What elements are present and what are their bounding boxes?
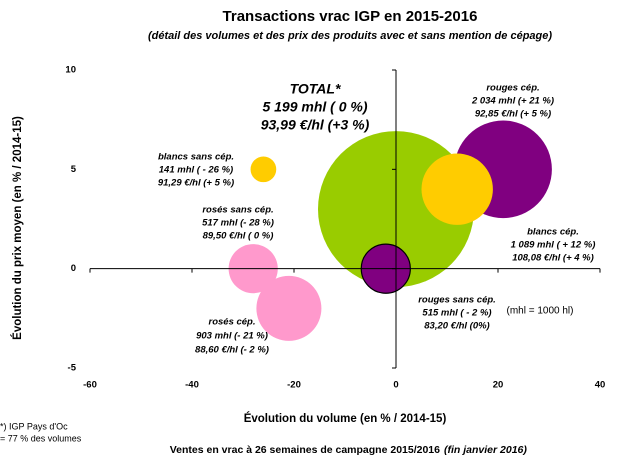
chart-title: Transactions vrac IGP en 2015-2016 <box>223 8 478 25</box>
y-tick-label: -5 <box>68 363 77 374</box>
bubble <box>256 275 322 341</box>
bubble-label: 1 089 mhl ( + 12 %) <box>511 240 596 251</box>
x-tick-label: -20 <box>287 380 301 391</box>
bubble-name: rouges sans cép. <box>418 295 496 306</box>
bubble <box>421 153 493 225</box>
bubble-name: rouges cép. <box>486 83 539 94</box>
bubble-label: 91,29 €/hl (+ 5 %) <box>158 178 234 189</box>
x-tick-label: -60 <box>83 380 97 391</box>
source-italic: (fin janvier 2016) <box>444 444 527 456</box>
bubble-label: 88,60 €/hl (- 2 %) <box>195 345 269 356</box>
bubble-name: rosés sans cép. <box>202 205 273 216</box>
bubble-name: blancs cép. <box>527 227 579 238</box>
bubble-label: 89,50 €/hl ( 0 %) <box>203 231 274 242</box>
y-axis-label: Évolution du prix moyen (en % / 2014-15) <box>11 116 24 340</box>
x-tick-label: 40 <box>595 380 606 391</box>
footnote: = 77 % des volumes <box>0 433 82 443</box>
x-tick-label: -40 <box>185 380 199 391</box>
footnote: *) IGP Pays d'Oc <box>0 421 68 431</box>
bubble-label: 141 mhl ( - 26 %) <box>159 165 233 176</box>
bubble-label: 903 mhl (- 21 %) <box>196 331 268 342</box>
bubble-label: 108,08 €/hl (+ 4 %) <box>512 253 594 264</box>
bubble-label: 5 199 mhl ( 0 %) <box>262 99 367 115</box>
bubble-name: rosés cép. <box>209 317 256 328</box>
bubble-label: 2 034 mhl (+ 21 %) <box>471 96 554 107</box>
chart-subtitle: (détail des volumes et des prix des prod… <box>148 30 552 42</box>
bubble-label: 517 mhl (- 28 %) <box>202 218 274 229</box>
y-tick-label: 10 <box>65 65 76 76</box>
bubble-name: blancs sans cép. <box>158 152 234 163</box>
y-tick-label: 5 <box>71 164 77 175</box>
x-tick-label: 0 <box>393 380 398 391</box>
bubble-label: 93,99 €/hl (+3 %) <box>261 117 370 133</box>
source: Ventes en vrac à 26 semaines de campagne… <box>170 444 440 456</box>
bubble <box>250 156 277 183</box>
bubble-label: 83,20 €/hl (0%) <box>424 321 489 332</box>
x-tick-label: 20 <box>493 380 504 391</box>
bubble-label: 515 mhl ( - 2 %) <box>422 308 491 319</box>
bubble-name: TOTAL* <box>290 81 341 97</box>
x-axis-label: Évolution du volume (en % / 2014-15) <box>244 412 447 425</box>
y-tick-label: 0 <box>71 263 76 274</box>
bubble-label: 92,85 €/hl (+ 5 %) <box>475 109 551 120</box>
note: (mhl = 1000 hl) <box>507 306 574 317</box>
